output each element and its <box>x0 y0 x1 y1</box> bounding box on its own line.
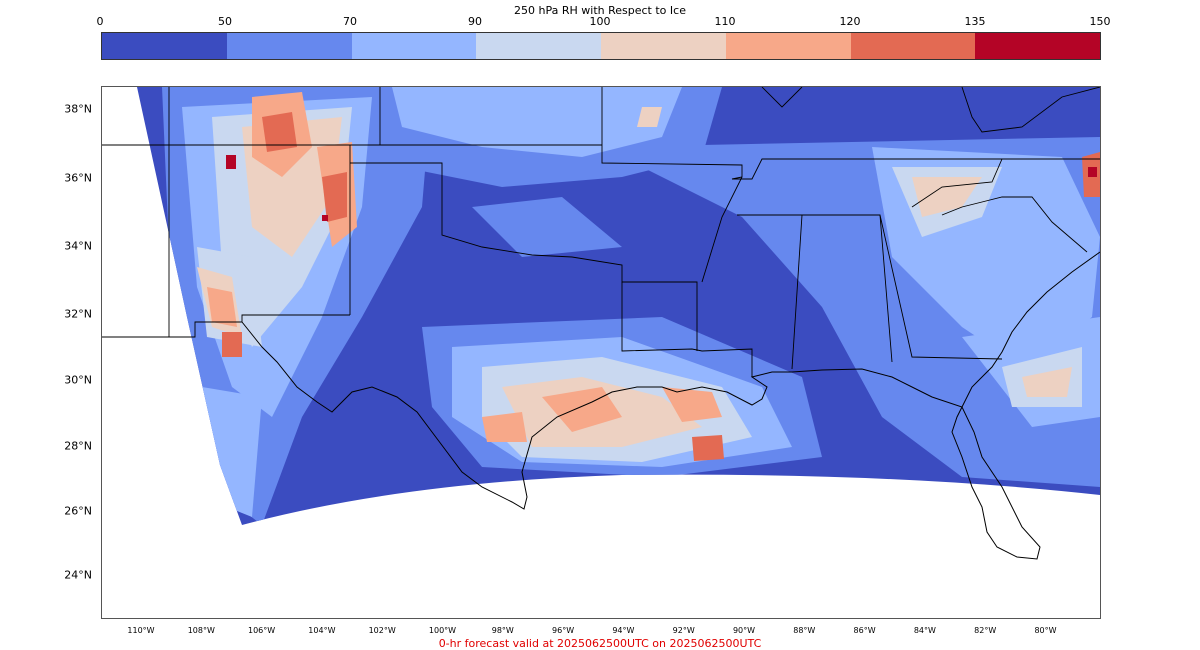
colorbar-tick-label: 110 <box>714 15 736 28</box>
longitude-label: 110°W <box>127 626 155 635</box>
longitude-label: 88°W <box>793 626 816 635</box>
latitude-label: 26°N <box>64 504 92 518</box>
colorbar-segment <box>476 33 601 59</box>
rh-map <box>102 87 1100 560</box>
colorbar-tick-label: 50 <box>218 15 232 28</box>
colorbar-tick-label: 135 <box>964 15 986 28</box>
longitude-label: 100°W <box>428 626 457 635</box>
colorbar-ticks: 0 50 70 90 100 110 120 135 150 <box>96 15 1111 31</box>
colorbar-tick-label: 100 <box>589 15 611 28</box>
longitude-label: 92°W <box>672 626 695 635</box>
latitude-label: 24°N <box>64 568 92 582</box>
colorbar-segment <box>725 33 851 59</box>
longitude-label: 96°W <box>552 626 575 635</box>
latitude-label: 30°N <box>64 373 92 387</box>
colorbar-segment <box>601 33 726 59</box>
colorbar-tick-label: 120 <box>839 15 861 28</box>
longitude-label: 108°W <box>187 626 215 635</box>
longitude-label: 84°W <box>913 626 936 635</box>
colorbar <box>101 32 1101 60</box>
colorbar-segment <box>351 33 477 59</box>
colorbar-tick-label: 0 <box>96 15 104 28</box>
colorbar-tick-label: 150 <box>1089 15 1111 28</box>
longitude-label: 80°W <box>1034 626 1057 635</box>
colorbar-tick-label: 70 <box>343 15 357 28</box>
latitude-label: 36°N <box>64 171 92 185</box>
longitude-label: 86°W <box>853 626 876 635</box>
latitude-label: 38°N <box>64 102 92 116</box>
longitude-label: 106°W <box>248 626 276 635</box>
colorbar-title: 250 hPa RH with Respect to Ice <box>514 4 686 17</box>
longitude-label: 82°W <box>974 626 997 635</box>
latitude-label: 34°N <box>64 239 92 253</box>
colorbar-tick-label: 90 <box>468 15 482 28</box>
longitude-label: 104°W <box>308 626 336 635</box>
colorbar-segment <box>975 33 1100 59</box>
colorbar-segment <box>226 33 352 59</box>
coastline <box>241 251 1100 560</box>
rh-field <box>137 87 1100 525</box>
latitude-label: 32°N <box>64 307 92 321</box>
colorbar-segment <box>102 33 227 59</box>
longitude-label: 90°W <box>732 626 756 635</box>
longitude-label: 94°W <box>612 626 635 635</box>
longitude-label: 98°W <box>491 626 514 635</box>
state-borders <box>102 87 1100 377</box>
colorbar-segment <box>850 33 976 59</box>
latitude-label: 28°N <box>64 439 92 453</box>
forecast-valid-text: 0-hr forecast valid at 2025062500UTC on … <box>438 637 762 650</box>
longitude-label: 102°W <box>368 626 396 635</box>
map-panel <box>101 86 1101 619</box>
